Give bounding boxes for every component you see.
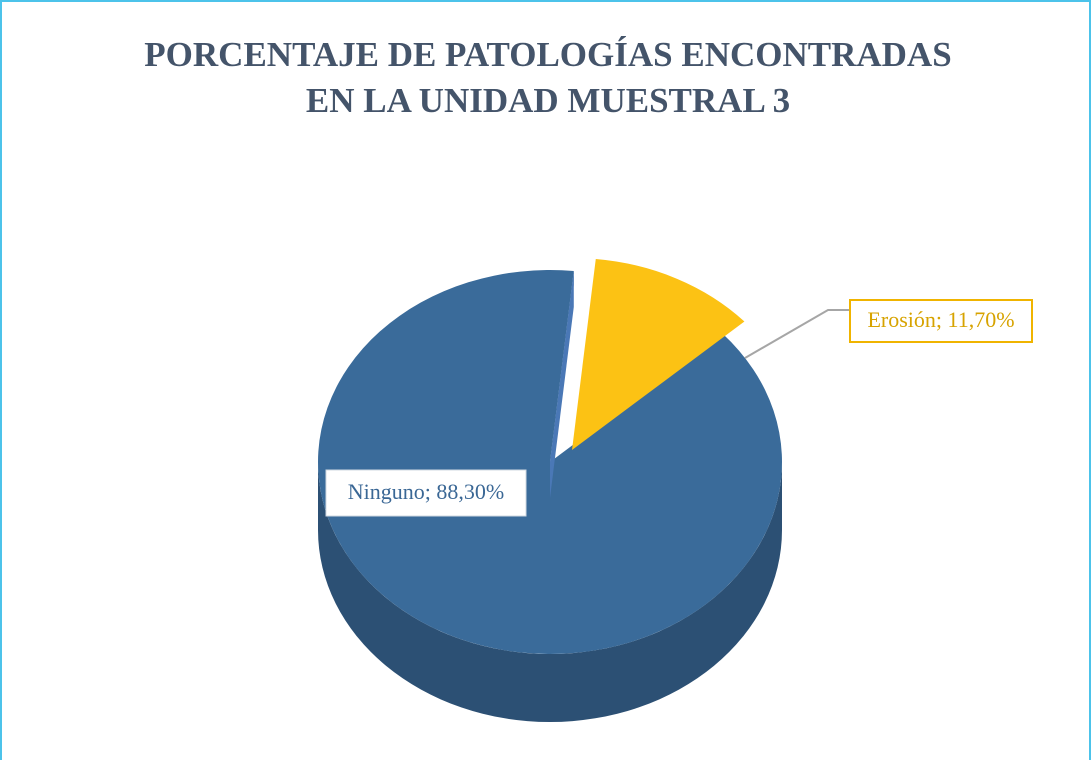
data-label: Erosión; 11,70%: [867, 307, 1014, 332]
data-label-box: [849, 299, 1033, 343]
chart-title: PORCENTAJE DE PATOLOGÍAS ENCONTRADAS: [144, 35, 951, 74]
pie-side: [318, 462, 782, 722]
leader-line: [744, 309, 850, 359]
pie-slice: [572, 259, 745, 450]
chart-title: EN LA UNIDAD MUESTRAL 3: [306, 81, 790, 120]
pie-cut-face: [550, 271, 574, 498]
data-label: Ninguno; 88,30%: [348, 479, 504, 504]
data-label-box: [325, 469, 527, 517]
